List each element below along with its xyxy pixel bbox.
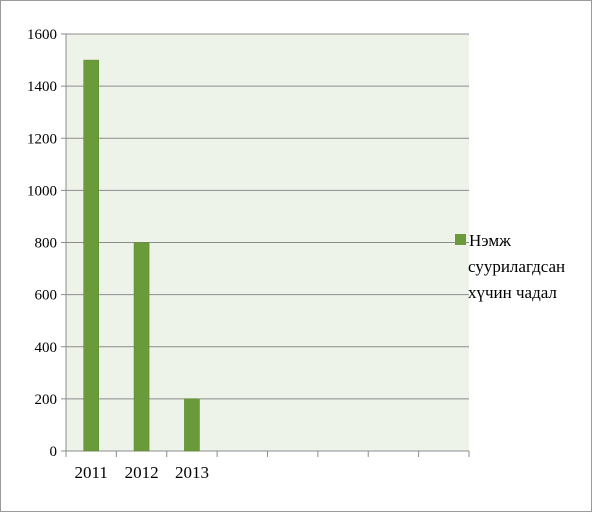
legend-label-line: суурилагдсан [468, 257, 565, 276]
x-tick-label: 2012 [125, 463, 159, 482]
legend-label-line: Нэмж [469, 231, 511, 250]
legend-label-line: хүчин чадал [468, 283, 557, 302]
y-tick-label: 0 [50, 444, 58, 460]
legend-label: Нэмж суурилагдсан хүчин чадал [468, 231, 565, 302]
x-tick-label: 2011 [75, 463, 108, 482]
y-tick-label: 1000 [27, 183, 57, 199]
y-tick-label: 400 [35, 340, 58, 356]
y-tick-label: 600 [35, 288, 58, 304]
legend-swatch [455, 234, 466, 245]
bar-2013 [184, 398, 200, 452]
bar-2012 [133, 242, 150, 452]
bar-2011 [83, 59, 99, 452]
x-tick-label: 2013 [175, 463, 209, 482]
y-tick-label: 1600 [27, 27, 57, 43]
y-tick-label: 1200 [27, 131, 57, 147]
legend: Нэмж суурилагдсан хүчин чадал [455, 231, 565, 302]
y-tick-label: 800 [35, 236, 58, 252]
y-tick-label: 200 [35, 392, 58, 408]
y-tick-label: 1400 [27, 79, 57, 95]
